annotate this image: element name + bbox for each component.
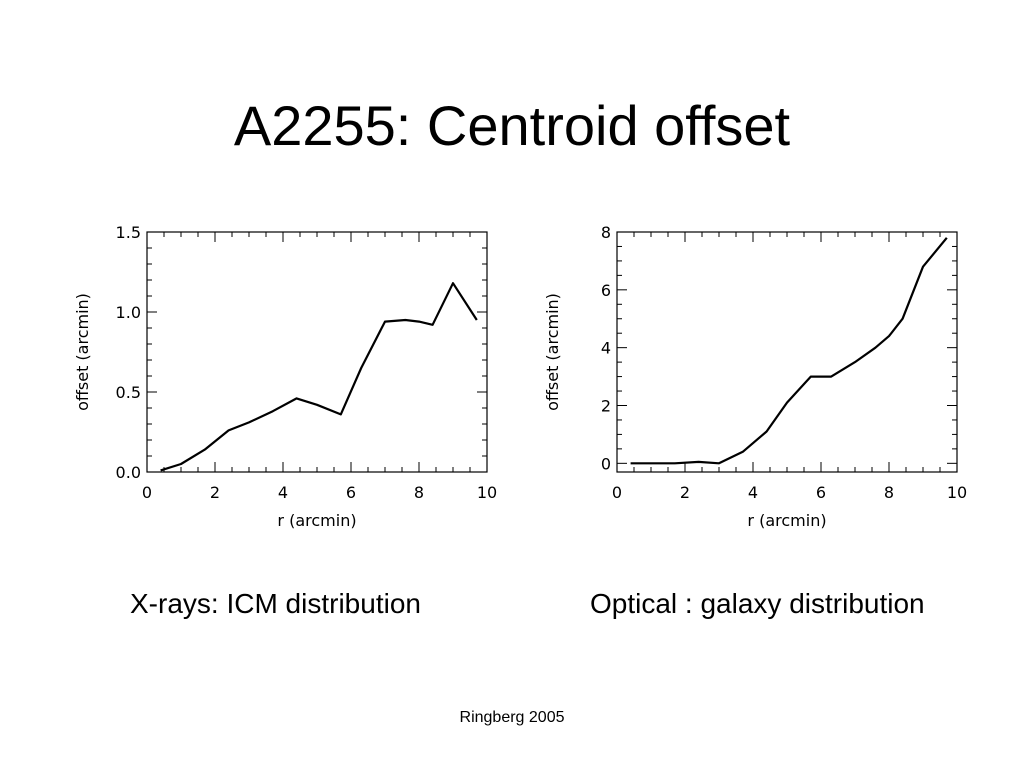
y-tick-label: 1.5 — [116, 223, 141, 242]
y-tick-label: 2 — [601, 396, 611, 415]
x-tick-label: 8 — [884, 483, 894, 502]
x-axis-label: r (arcmin) — [277, 511, 356, 530]
offset-series-line — [630, 237, 948, 465]
x-tick-label: 8 — [414, 483, 424, 502]
x-tick-label: 2 — [210, 483, 220, 502]
y-tick-label: 1.0 — [116, 303, 141, 322]
x-tick-label: 6 — [816, 483, 826, 502]
optical-offset-chart: 0 2 4 6 8 10 0 2 4 6 8 r (arcmin) offset (arcmin) — [543, 223, 967, 530]
slide-title: A2255: Centroid offset — [233, 94, 791, 157]
x-tick-label: 10 — [477, 483, 497, 502]
slide-footer: Ringberg 2005 — [459, 709, 565, 726]
y-tick-label: 0 — [601, 454, 611, 473]
x-tick-label: 4 — [278, 483, 288, 502]
y-axis-label: offset (arcmin) — [543, 293, 562, 411]
y-tick-label: 4 — [601, 339, 611, 358]
plot-frame — [146, 231, 488, 473]
xray-offset-chart: 0 2 4 6 8 10 0.0 0.5 1.0 1.5 r (arcmin) offset (arc… — [73, 223, 497, 530]
y-tick-label: 8 — [601, 223, 611, 242]
offset-series-line — [160, 282, 478, 472]
y-tick-label: 0.0 — [116, 463, 141, 482]
x-tick-label: 0 — [612, 483, 622, 502]
plot-frame — [616, 231, 958, 473]
x-tick-label: 0 — [142, 483, 152, 502]
x-axis-label: r (arcmin) — [747, 511, 826, 530]
x-tick-label: 10 — [947, 483, 967, 502]
y-tick-label: 0.5 — [116, 383, 141, 402]
optical-caption: Optical : galaxy distribution — [590, 588, 925, 619]
x-tick-label: 6 — [346, 483, 356, 502]
x-tick-label: 4 — [748, 483, 758, 502]
xray-caption: X-rays: ICM distribution — [130, 588, 421, 619]
x-tick-label: 2 — [680, 483, 690, 502]
y-axis-label: offset (arcmin) — [73, 293, 92, 411]
y-tick-label: 6 — [601, 281, 611, 300]
